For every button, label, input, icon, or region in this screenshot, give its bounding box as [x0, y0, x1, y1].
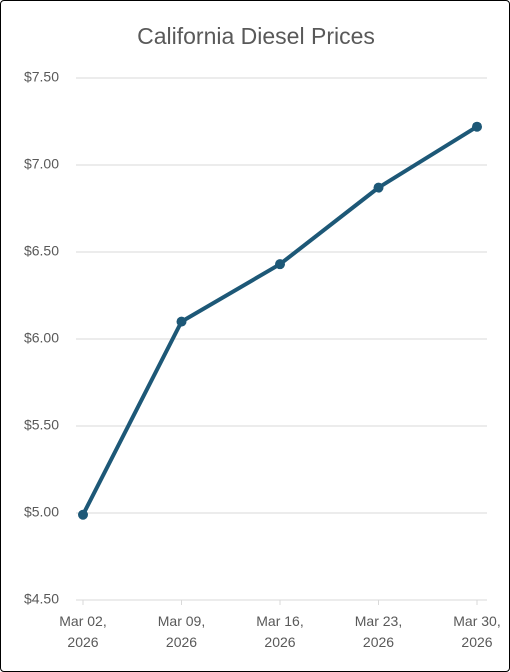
- y-tick-label: $5.50: [24, 417, 59, 433]
- y-tick-label: $7.50: [24, 69, 59, 85]
- data-point: [275, 259, 285, 270]
- y-tick-label: $7.00: [24, 156, 59, 172]
- data-point: [373, 182, 384, 193]
- chart-title: California Diesel Prices: [137, 23, 375, 49]
- line-series: [81, 125, 479, 516]
- x-tick-label: Mar 30, 2026: [453, 613, 501, 650]
- data-point: [176, 316, 187, 327]
- x-tick-label: Mar 02, 2026: [59, 613, 107, 650]
- x-tick-label: Mar 16, 2026: [256, 613, 304, 650]
- data-point: [472, 121, 482, 132]
- y-tick-label: $6.00: [24, 330, 59, 346]
- y-tick-label: $4.50: [24, 591, 59, 607]
- x-tick-label: Mar 09, 2026: [157, 613, 206, 650]
- y-tick-label: $5.00: [24, 504, 59, 520]
- y-tick-label: $6.50: [24, 243, 59, 259]
- data-point: [78, 509, 88, 520]
- x-tick-label: Mar 23, 2026: [354, 613, 403, 650]
